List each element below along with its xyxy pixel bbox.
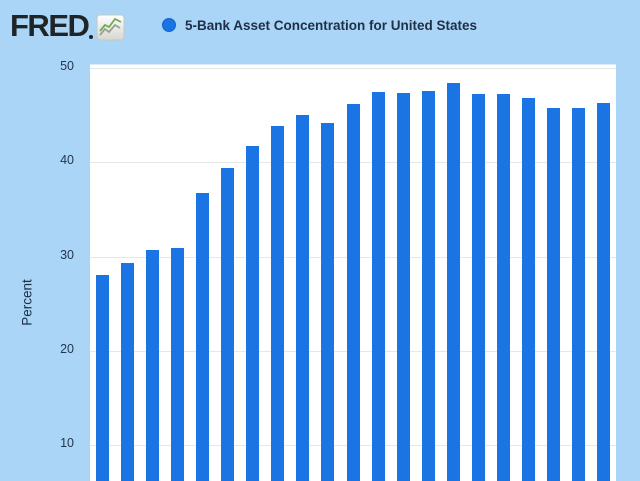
y-axis-tick-labels: 10 20 30 40 50: [0, 0, 74, 480]
y-tick-label-50: 50: [60, 59, 74, 73]
bar-17[interactable]: [497, 94, 510, 481]
registered-mark-dot: [89, 35, 94, 39]
bar-7[interactable]: [246, 146, 259, 481]
bar-8[interactable]: [271, 126, 284, 481]
y-tick-label-10: 10: [60, 436, 74, 450]
bar-18[interactable]: [522, 98, 535, 481]
plot-area: [90, 64, 616, 481]
series-title: 5-Bank Asset Concentration for United St…: [185, 17, 478, 33]
bar-6[interactable]: [221, 168, 234, 481]
bar-13[interactable]: [397, 93, 410, 481]
bar-4[interactable]: [171, 248, 184, 481]
legend-marker-icon: [162, 18, 176, 32]
fred-logo-text: FRED: [10, 8, 90, 43]
bar-2[interactable]: [121, 263, 134, 481]
bar-5[interactable]: [196, 193, 209, 481]
bar-16[interactable]: [472, 94, 485, 481]
bar-11[interactable]: [347, 104, 360, 481]
bar-21[interactable]: [597, 103, 610, 481]
y-tick-label-20: 20: [60, 342, 74, 356]
bar-9[interactable]: [296, 115, 309, 481]
y-tick-label-40: 40: [60, 153, 74, 167]
bar-14[interactable]: [422, 91, 435, 481]
bar-12[interactable]: [372, 92, 385, 481]
fred-logo[interactable]: FRED: [10, 6, 125, 46]
bar-15[interactable]: [447, 83, 460, 481]
bar-19[interactable]: [547, 108, 560, 481]
series-legend[interactable]: 5-Bank Asset Concentration for United St…: [162, 13, 477, 37]
bar-10[interactable]: [321, 123, 334, 481]
gridline-50: [90, 68, 616, 69]
line-chart-icon: [96, 14, 125, 40]
bar-1[interactable]: [96, 275, 109, 481]
chart-header: FRED 5-Bank Asset Concentration for Unit…: [0, 0, 640, 56]
bar-3[interactable]: [146, 250, 159, 481]
y-tick-label-30: 30: [60, 248, 74, 262]
bar-20[interactable]: [572, 108, 585, 481]
